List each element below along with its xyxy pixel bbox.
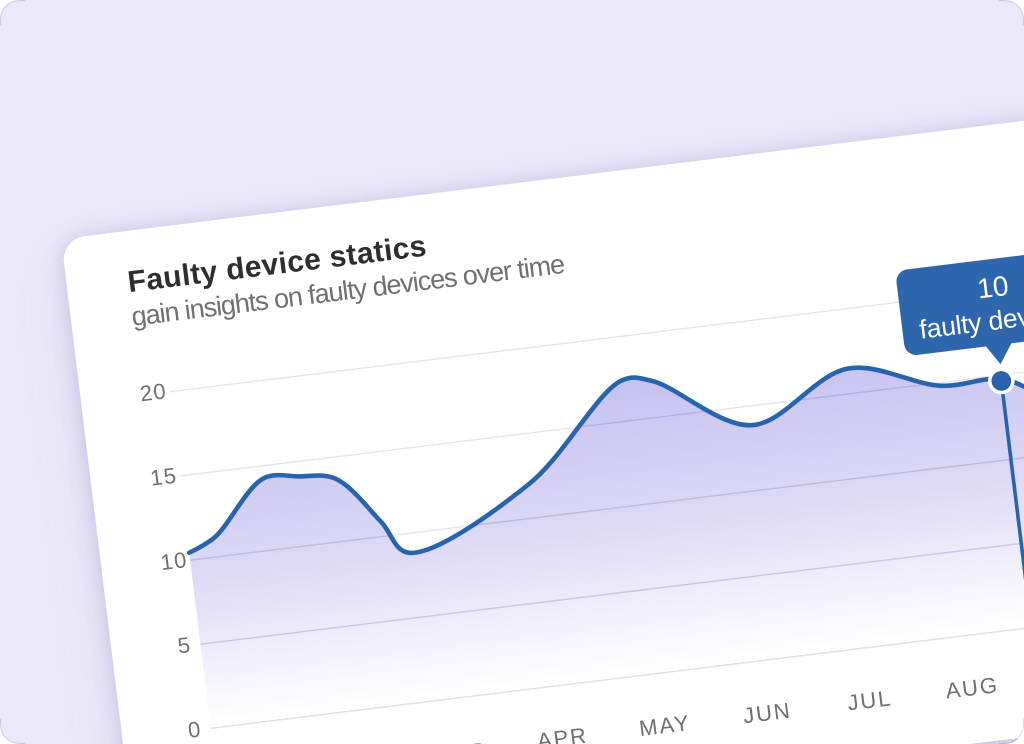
svg-text:15: 15 [149, 462, 179, 490]
svg-text:5: 5 [177, 632, 193, 658]
svg-text:0: 0 [187, 716, 203, 742]
svg-text:10: 10 [976, 269, 1011, 304]
svg-text:MAR: MAR [432, 737, 489, 744]
svg-text:10: 10 [160, 546, 190, 574]
svg-text:APR: APR [536, 722, 590, 744]
svg-text:MAY: MAY [638, 709, 692, 740]
svg-text:AUG: AUG [945, 672, 1001, 703]
svg-text:JUN: JUN [742, 697, 793, 728]
svg-text:JUL: JUL [846, 685, 894, 715]
svg-text:20: 20 [139, 378, 169, 406]
